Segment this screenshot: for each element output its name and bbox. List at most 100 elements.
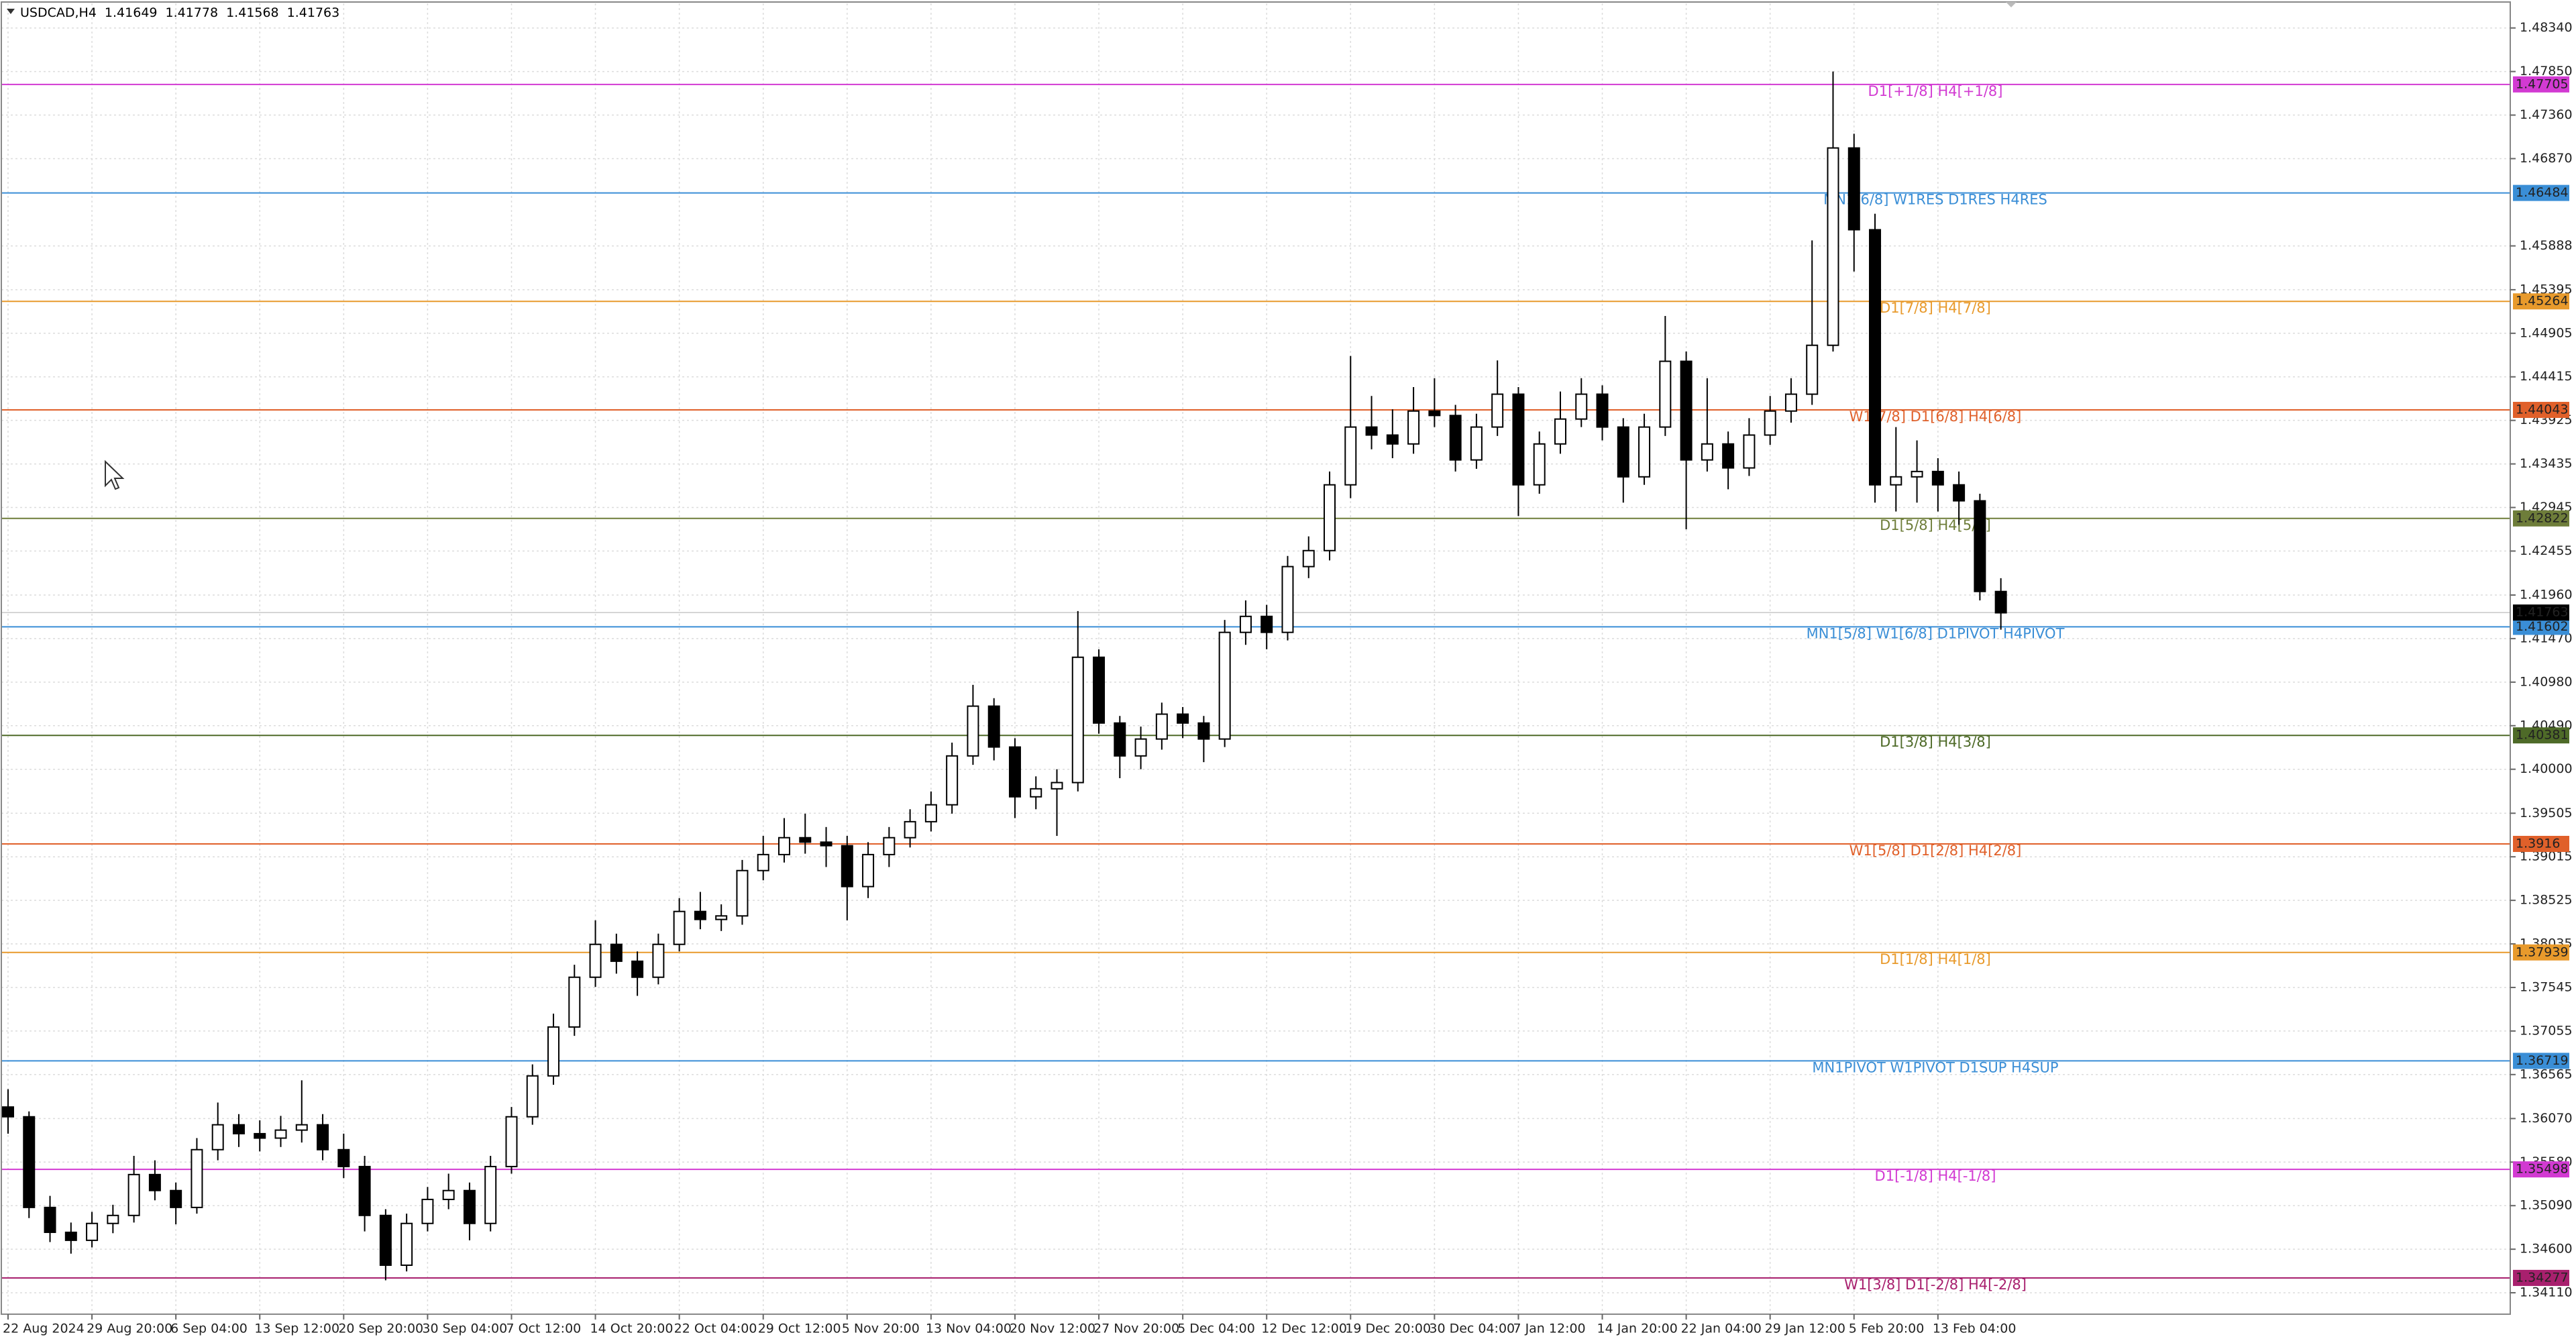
candle-body bbox=[484, 1165, 497, 1224]
y-tick-label: 1.47360 bbox=[2520, 107, 2573, 122]
level-label: D1[5/8] H4[5/8] bbox=[1880, 517, 1991, 533]
candle-body bbox=[1659, 360, 1672, 428]
candle-body bbox=[1030, 788, 1042, 798]
y-tick-label: 1.37545 bbox=[2520, 979, 2573, 994]
level-price: 1.41602 bbox=[2516, 619, 2569, 634]
candle-body bbox=[44, 1206, 56, 1233]
candle-body bbox=[86, 1222, 99, 1241]
candle-body bbox=[1365, 426, 1378, 436]
candle-body bbox=[232, 1124, 245, 1134]
candle-body bbox=[1764, 410, 1776, 436]
candle-body bbox=[1051, 782, 1063, 790]
level-label: D1[+1/8] H4[+1/8] bbox=[1868, 83, 2003, 99]
level-price: 1.36719 bbox=[2516, 1053, 2569, 1068]
candle-body bbox=[799, 837, 812, 843]
candle-body bbox=[1155, 713, 1168, 740]
candle-body bbox=[1407, 410, 1420, 445]
level-badge bbox=[2513, 184, 2569, 201]
candle-body bbox=[1134, 738, 1147, 757]
level-label: D1[7/8] H4[7/8] bbox=[1880, 300, 1991, 316]
candle-body bbox=[1617, 426, 1629, 478]
y-tick-label: 1.37055 bbox=[2520, 1023, 2573, 1038]
candle-body bbox=[1114, 722, 1126, 757]
candle-body bbox=[127, 1173, 140, 1216]
candle-body bbox=[23, 1116, 36, 1208]
candle-body bbox=[631, 960, 644, 978]
x-tick-label: 12 Dec 12:00 bbox=[1261, 1322, 1347, 1336]
level-badge bbox=[2513, 402, 2569, 419]
candle-body bbox=[1260, 615, 1273, 633]
candle-body bbox=[883, 837, 896, 855]
grid bbox=[1, 3, 2510, 1314]
candle-body bbox=[841, 845, 853, 888]
candle-body bbox=[1827, 147, 1839, 346]
header-price: 1.41568 bbox=[226, 5, 279, 20]
candle-body bbox=[1449, 415, 1462, 461]
level-badge bbox=[2513, 727, 2569, 744]
candle-body bbox=[1784, 393, 1797, 412]
candle-body bbox=[1722, 443, 1735, 469]
candles bbox=[2, 71, 2007, 1281]
candle-body bbox=[1239, 615, 1252, 633]
candle-body bbox=[64, 1231, 77, 1241]
candle-body bbox=[1512, 393, 1525, 486]
level-badge bbox=[2513, 619, 2569, 635]
candle-body bbox=[736, 869, 749, 917]
x-tick-label: 29 Oct 12:00 bbox=[758, 1322, 841, 1336]
y-tick-label: 1.40000 bbox=[2520, 761, 2573, 776]
candle-body bbox=[148, 1173, 161, 1191]
x-tick-label: 20 Nov 12:00 bbox=[1010, 1322, 1095, 1336]
candle-body bbox=[1680, 360, 1693, 461]
scroll-marker bbox=[2006, 2, 2017, 7]
candle-body bbox=[191, 1148, 203, 1208]
chart-header: USDCAD,H4 1.41649 1.41778 1.41568 1.41763 bbox=[20, 5, 339, 20]
level-badge bbox=[2513, 1161, 2569, 1178]
candle-body bbox=[1470, 426, 1483, 461]
level-price: 1.42822 bbox=[2516, 511, 2569, 525]
candle-body bbox=[1931, 470, 1944, 486]
candle-body bbox=[1890, 476, 1902, 486]
candle-body bbox=[1071, 656, 1084, 784]
x-tick-label: 5 Nov 20:00 bbox=[842, 1322, 920, 1336]
candle-body bbox=[904, 820, 916, 839]
header-price: 1.41763 bbox=[287, 5, 340, 20]
candle-body bbox=[1994, 590, 2007, 614]
y-tick-label: 1.46870 bbox=[2520, 151, 2573, 166]
x-tick-label: 22 Oct 04:00 bbox=[674, 1322, 757, 1336]
candle-body bbox=[757, 853, 769, 871]
candle-body bbox=[317, 1124, 329, 1150]
level-price: 1.47705 bbox=[2516, 76, 2569, 91]
candle-body bbox=[1806, 344, 1819, 395]
y-tick-label: 1.39505 bbox=[2520, 806, 2573, 820]
x-tick-label: 20 Sep 20:00 bbox=[338, 1322, 423, 1336]
y-tick-label: 1.44905 bbox=[2520, 325, 2573, 340]
candle-body bbox=[400, 1222, 413, 1266]
candle-body bbox=[1302, 549, 1315, 568]
x-tick-label: 5 Dec 04:00 bbox=[1177, 1322, 1255, 1336]
level-price: 1.37939 bbox=[2516, 945, 2569, 959]
candle-body bbox=[862, 853, 875, 888]
candle-body bbox=[1197, 722, 1210, 740]
candle-body bbox=[1911, 470, 1923, 478]
x-tick-label: 6 Sep 04:00 bbox=[170, 1322, 248, 1336]
level-price: 1.35498 bbox=[2516, 1162, 2569, 1177]
candle-body bbox=[1575, 393, 1588, 420]
level-label: MN1PIVOT W1PIVOT D1SUP H4SUP bbox=[1812, 1059, 2058, 1075]
level-price: 1.44043 bbox=[2516, 403, 2569, 417]
levels: D1[+1/8] H4[+1/8] MN1[6/8] W1RES D1RES H4… bbox=[1, 83, 2510, 1293]
candle-body bbox=[1638, 426, 1651, 478]
candle-body bbox=[1324, 484, 1336, 551]
candle-body bbox=[673, 910, 686, 945]
candle-body bbox=[442, 1189, 455, 1200]
candle-body bbox=[358, 1165, 371, 1216]
y-tick-label: 1.41960 bbox=[2520, 588, 2573, 602]
candle-body bbox=[2, 1106, 14, 1118]
level-price: 1.3916 bbox=[2516, 836, 2560, 851]
level-badge bbox=[2513, 1269, 2569, 1286]
candle-body bbox=[1533, 443, 1546, 486]
candle-body bbox=[1953, 484, 1966, 502]
level-label: D1[3/8] H4[3/8] bbox=[1880, 734, 1991, 750]
candle-body bbox=[1701, 443, 1713, 461]
